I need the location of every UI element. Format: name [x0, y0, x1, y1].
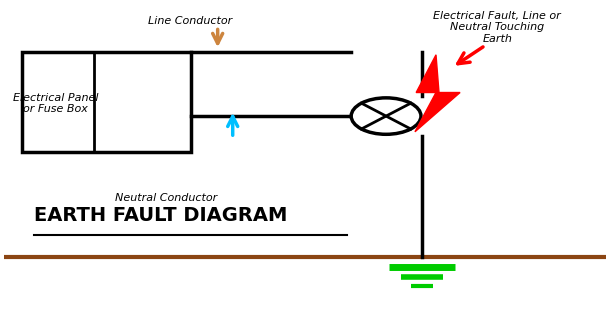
Circle shape	[351, 98, 421, 134]
Text: EARTH FAULT DIAGRAM: EARTH FAULT DIAGRAM	[34, 205, 288, 224]
Text: Electrical Panel
or Fuse Box: Electrical Panel or Fuse Box	[13, 93, 98, 114]
Text: Neutral Conductor: Neutral Conductor	[115, 193, 218, 203]
Text: Line Conductor: Line Conductor	[149, 16, 232, 26]
Bar	[22, 52, 191, 152]
Polygon shape	[415, 55, 460, 132]
Text: Electrical Fault, Line or
Neutral Touching
Earth: Electrical Fault, Line or Neutral Touchi…	[433, 11, 561, 44]
